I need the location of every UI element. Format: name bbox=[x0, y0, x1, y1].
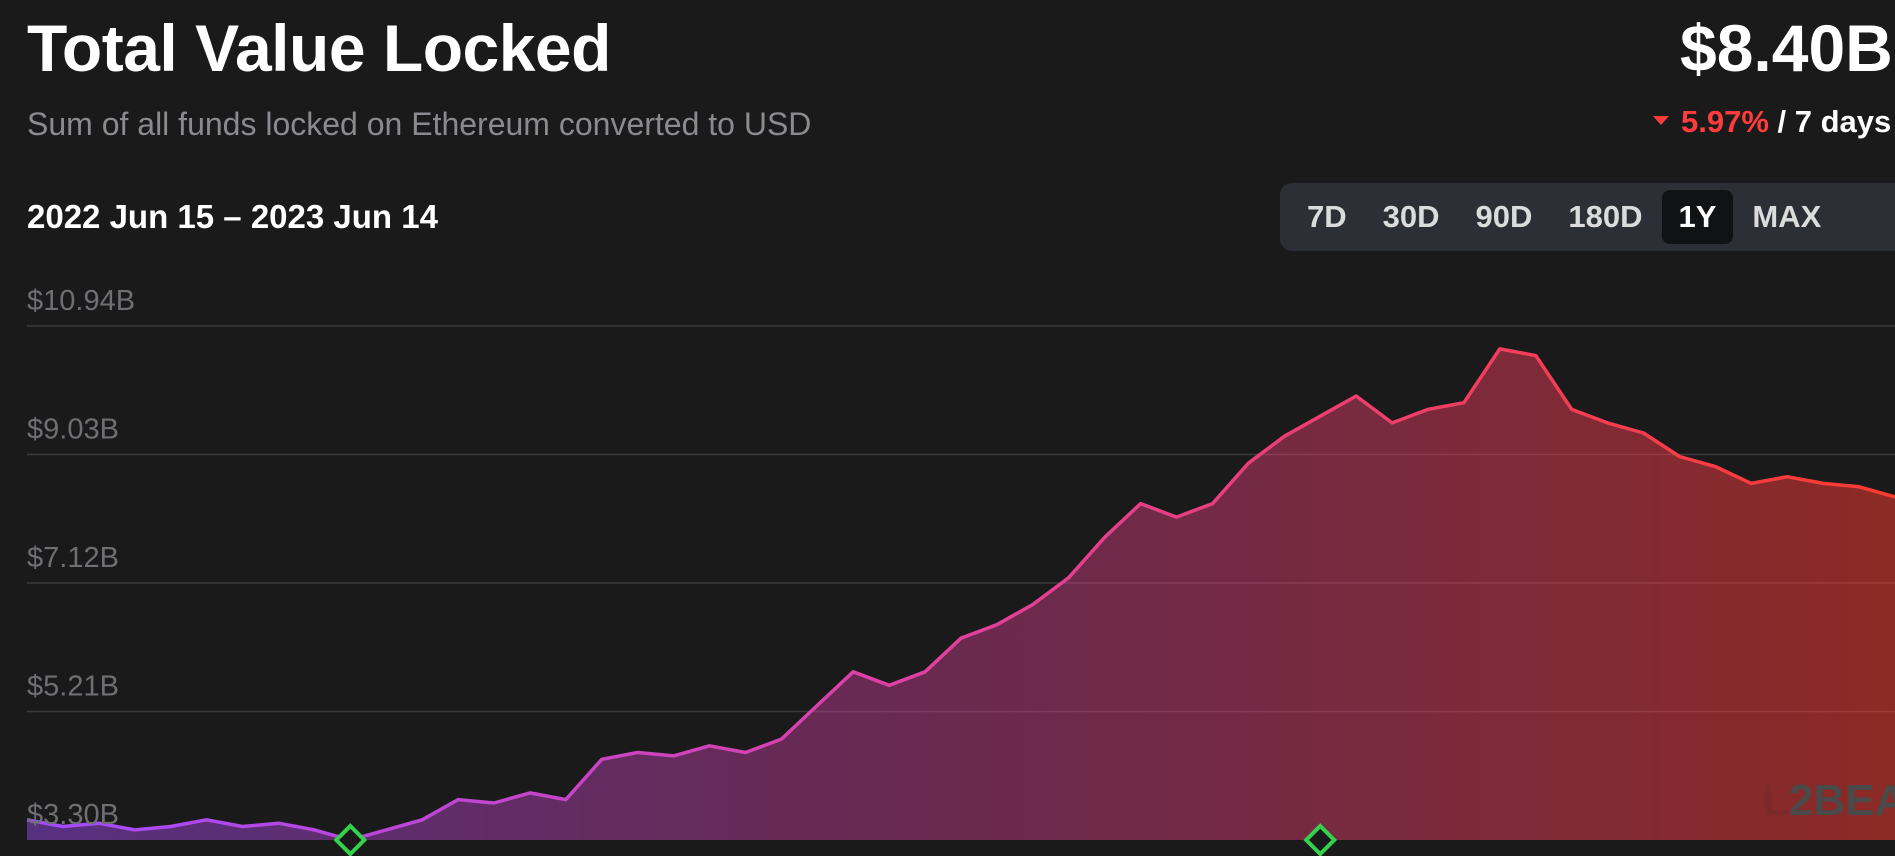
tab-30d[interactable]: 30D bbox=[1382, 199, 1440, 234]
tvl-chart[interactable]: $10.94B $9.03B $7.12B $5.21B $3.30B bbox=[0, 270, 1895, 856]
milestone-diamond-icon[interactable] bbox=[333, 823, 368, 856]
change-percent: 5.97% bbox=[1681, 104, 1769, 139]
time-range-tabs: 7D 30D 90D 180D 1Y MAX bbox=[1280, 183, 1895, 251]
y-tick-label: $5.21B bbox=[27, 671, 119, 703]
triangle-down-icon bbox=[1653, 116, 1669, 126]
milestones bbox=[333, 823, 1338, 856]
tvl-value: $8.40B bbox=[1680, 11, 1893, 85]
tab-1y[interactable]: 1Y bbox=[1661, 190, 1734, 244]
y-tick-label: $3.30B bbox=[27, 799, 119, 831]
page-title: Total Value Locked bbox=[27, 11, 611, 85]
tvl-change: 5.97% / 7 days bbox=[1653, 104, 1891, 140]
l2beat-watermark: L2BEAT bbox=[1762, 776, 1895, 825]
y-tick-label: $9.03B bbox=[27, 414, 119, 446]
page-subtitle: Sum of all funds locked on Ethereum conv… bbox=[27, 106, 812, 142]
date-range: 2022 Jun 15 – 2023 Jun 14 bbox=[27, 198, 438, 235]
tab-7d[interactable]: 7D bbox=[1307, 199, 1347, 234]
y-tick-label: $10.94B bbox=[27, 285, 135, 317]
y-tick-label: $7.12B bbox=[27, 542, 119, 574]
tab-90d[interactable]: 90D bbox=[1475, 199, 1533, 234]
tab-180d[interactable]: 180D bbox=[1568, 199, 1643, 234]
y-axis: $10.94B $9.03B $7.12B $5.21B $3.30B bbox=[27, 285, 135, 831]
change-period: / 7 days bbox=[1777, 104, 1892, 139]
tvl-area bbox=[27, 348, 1895, 840]
tab-max[interactable]: MAX bbox=[1752, 199, 1822, 234]
milestone-diamond-icon[interactable] bbox=[1303, 823, 1338, 856]
